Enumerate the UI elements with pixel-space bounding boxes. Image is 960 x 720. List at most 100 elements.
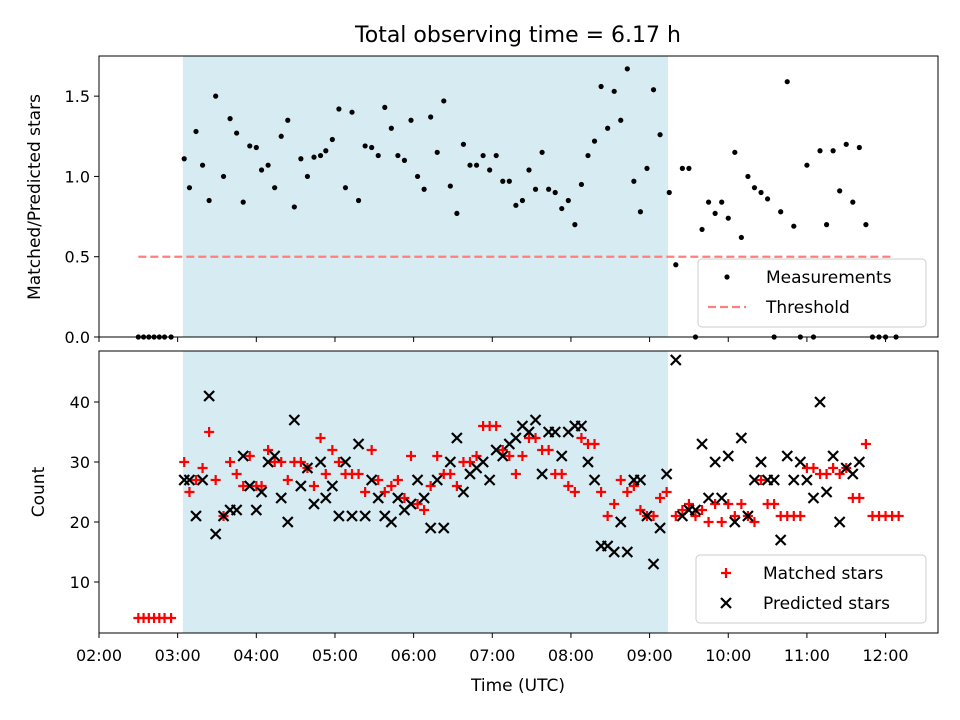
measurement-point — [552, 189, 558, 196]
predicted-star-point — [523, 426, 535, 438]
measurement-point — [311, 154, 317, 160]
matched-star-point — [677, 505, 688, 515]
measurement-point — [532, 186, 539, 192]
matched-star-point — [756, 475, 767, 485]
matched-star-point — [406, 451, 417, 461]
measurement-point — [258, 167, 265, 173]
measurement-point — [240, 199, 246, 205]
measurement-point — [227, 116, 233, 122]
top-plot-frame — [98, 55, 939, 338]
legend-measurements-marker — [724, 274, 730, 280]
predicted-star-point — [405, 498, 417, 510]
predicted-star-point — [801, 474, 813, 486]
bottom-y-axis-label: Count — [29, 466, 49, 517]
top-y-tick-label: 1.0 — [65, 167, 90, 186]
matched-star-point — [184, 487, 195, 497]
matched-star-point — [563, 481, 574, 491]
predicted-star-point — [457, 486, 470, 498]
chart-title: Total observing time = 6.17 h — [354, 23, 681, 48]
measurement-point — [323, 148, 329, 154]
matched-star-point — [703, 517, 714, 527]
matched-star-point — [491, 421, 502, 431]
predicted-star-point — [496, 450, 509, 462]
bottom-x-tick-label: 02:00 — [76, 646, 122, 665]
measurement-point — [791, 223, 797, 229]
matched-star-point — [295, 457, 306, 467]
predicted-star-point — [660, 468, 673, 480]
measurement-point — [679, 165, 685, 171]
bottom-y-tick-label: 40 — [70, 393, 90, 412]
predicted-star-point — [320, 492, 332, 504]
predicted-star-point — [230, 504, 243, 516]
matched-star-point — [497, 445, 508, 455]
predicted-star-point — [621, 546, 634, 558]
legend-box — [697, 258, 927, 328]
measurement-point — [519, 197, 526, 204]
measurement-point — [644, 165, 650, 171]
predicted-star-point — [483, 474, 496, 486]
measurement-point — [650, 87, 657, 93]
matched-star-point — [315, 433, 326, 443]
measurement-point — [830, 148, 836, 154]
matched-star-point — [622, 487, 633, 497]
measurement-point — [631, 178, 637, 184]
measurement-point — [272, 185, 278, 191]
predicted-star-point — [670, 354, 682, 366]
predicted-star-point — [288, 414, 301, 426]
measurement-point — [362, 143, 368, 149]
measurement-point — [355, 197, 362, 204]
predicted-star-point — [510, 432, 522, 444]
predicted-star-point — [575, 420, 588, 432]
observing-interval-shade — [182, 351, 668, 633]
predicted-star-point — [715, 492, 728, 504]
measurement-point — [784, 79, 790, 85]
measurement-point — [565, 197, 571, 204]
matched-star-point — [808, 463, 819, 473]
matched-star-point — [736, 499, 747, 509]
measurement-point — [705, 199, 712, 205]
predicted-star-point — [477, 456, 489, 468]
predicted-star-point — [250, 504, 263, 516]
predicted-star-point — [814, 396, 826, 408]
measurement-point — [764, 196, 771, 202]
measurement-point — [317, 152, 324, 159]
top-y-tick-label: 0.5 — [65, 248, 90, 267]
measurement-point — [546, 186, 552, 192]
legend-box — [695, 554, 927, 624]
matched-star-point — [238, 481, 249, 491]
measurement-point — [843, 141, 849, 147]
matched-star-point — [697, 505, 708, 515]
matched-star-point — [576, 433, 587, 443]
predicted-star-point — [794, 456, 807, 468]
measurement-point — [473, 162, 480, 168]
predicted-star-point — [275, 492, 287, 504]
measurement-point — [591, 138, 598, 144]
measurement-point — [329, 136, 335, 143]
measurement-point — [738, 234, 744, 241]
measurement-point — [247, 143, 253, 149]
predicted-star-point — [196, 474, 209, 486]
top-legend: Measurements Threshold — [697, 258, 927, 328]
matched-star-point — [179, 457, 190, 467]
measurement-point — [732, 149, 738, 155]
measurement-point — [395, 152, 401, 159]
legend-matched-label: Matched stars — [763, 564, 883, 584]
measurement-point — [234, 130, 240, 136]
measurement-point — [572, 222, 578, 228]
matched-star-point — [854, 493, 865, 503]
matched-star-point — [609, 499, 620, 509]
matched-star-point — [392, 475, 403, 485]
predicted-star-point — [255, 486, 268, 498]
measurement-point — [837, 188, 843, 194]
matched-star-point — [893, 511, 904, 521]
measurement-point — [369, 144, 375, 151]
bottom-x-tick-label: 12:00 — [863, 646, 909, 665]
measurement-point — [719, 199, 725, 205]
matched-star-point — [445, 469, 456, 479]
predicted-star-point — [647, 558, 660, 570]
matched-star-point — [276, 457, 287, 467]
measurement-point — [199, 162, 206, 168]
measurement-point — [181, 156, 187, 162]
predicted-star-point — [333, 510, 345, 522]
predicted-star-point — [268, 450, 281, 462]
